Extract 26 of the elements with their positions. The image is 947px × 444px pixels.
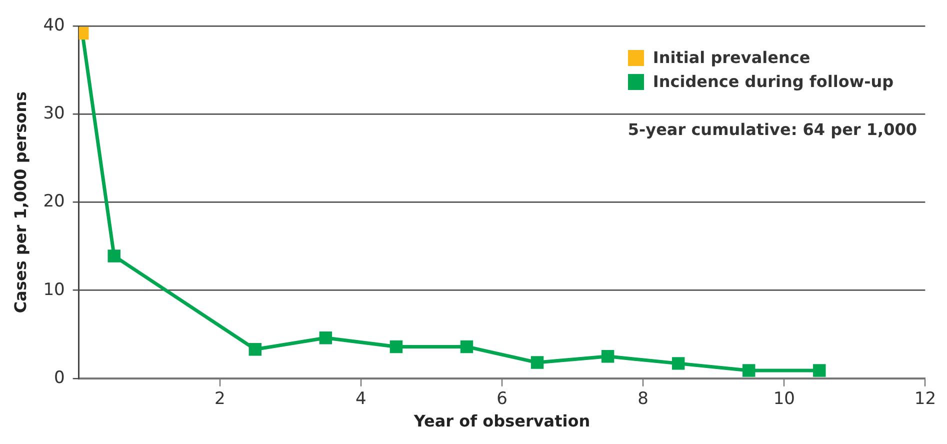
point <box>390 340 403 354</box>
y-tick-label: 20 <box>43 192 65 212</box>
point <box>672 357 685 370</box>
y-tick-label: 0 <box>54 368 65 388</box>
x-tick-label: 8 <box>638 389 648 410</box>
point <box>601 350 614 363</box>
x-tick-label: 2 <box>214 389 226 410</box>
x-tick-label: 6 <box>496 389 508 410</box>
point <box>108 250 120 262</box>
point <box>530 356 544 369</box>
y-tick-label: 30 <box>43 104 65 124</box>
y-tick-label: 10 <box>43 280 65 300</box>
y-axis-title: Cases per 1,000 persons <box>10 92 30 314</box>
point <box>319 332 332 344</box>
x-axis-title: Year of observation <box>412 412 590 431</box>
point <box>460 340 474 354</box>
annotation: 5-year cumulative: 64 per 1,000 <box>628 120 917 139</box>
y-tick-label: 40 <box>43 16 65 36</box>
point <box>248 342 262 356</box>
x-tick-label: 4 <box>356 389 366 410</box>
legend-label: Incidence during follow-up <box>652 71 894 93</box>
point <box>813 364 826 377</box>
legend-label: Initial prevalence <box>652 47 810 69</box>
x-tick-label: 12 <box>914 389 936 410</box>
point <box>742 364 756 377</box>
x-tick-label: 10 <box>773 389 795 410</box>
